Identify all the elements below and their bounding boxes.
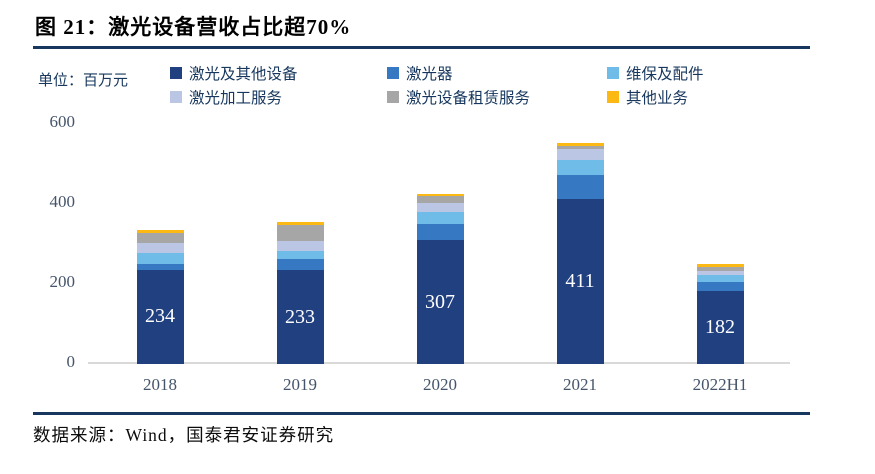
bar-segment: [696, 274, 744, 283]
bar-segment: [276, 224, 324, 242]
bar-segment: [696, 270, 744, 275]
bar-segment: [276, 241, 324, 251]
legend-label: 激光及其他设备: [189, 66, 298, 83]
legend-swatch: [607, 91, 619, 103]
title-divider: [33, 46, 810, 49]
legend-swatch: [607, 67, 619, 79]
bar-segment: [696, 282, 744, 291]
legend-label: 其他业务: [626, 90, 689, 107]
bar-2020: 307: [416, 193, 464, 364]
bar-2018: 234: [136, 229, 184, 364]
bar-segment: [136, 232, 184, 243]
legend-item-equipment-leasing: 激光设备租赁服务: [387, 85, 530, 109]
bar-value-label: 307: [425, 290, 455, 313]
unit-label: 单位：百万元: [38, 72, 129, 89]
bar-segment: [276, 250, 324, 260]
bar-segment: [136, 252, 184, 264]
bar-value-label: 234: [145, 305, 175, 328]
x-axis-label-2022H1: 2022H1: [692, 375, 748, 394]
bar-segment: 411: [556, 198, 604, 364]
bar-segment: 182: [696, 290, 744, 364]
x-axis-label-2018: 2018: [143, 375, 177, 394]
x-axis-label-2021: 2021: [563, 375, 597, 394]
legend-swatch: [387, 67, 399, 79]
bar-segment: 234: [136, 269, 184, 364]
bar-segment: [556, 159, 604, 176]
bar-segment: [556, 145, 604, 150]
bar-segment: [136, 242, 184, 253]
bar-value-label: 233: [285, 305, 315, 328]
footer-divider: [33, 412, 810, 415]
bar-segment: 233: [276, 270, 324, 364]
bar-value-label: 411: [565, 269, 595, 292]
legend-swatch: [170, 67, 182, 79]
y-axis-tick-400: 400: [49, 192, 76, 211]
legend-swatch: [170, 91, 182, 103]
bar-2022H1: 182: [696, 264, 744, 364]
bar-segment: [136, 229, 184, 233]
bar-segment: [556, 175, 604, 199]
bar-segment: [416, 223, 464, 241]
legend-label: 激光设备租赁服务: [406, 90, 531, 107]
bar-segment: [556, 149, 604, 160]
legend-item-lasers: 激光器: [387, 61, 453, 85]
y-axis-tick-600: 600: [49, 112, 76, 131]
figure-title: 图 21：激光设备营收占比超70%: [35, 15, 352, 39]
bar-2021: 411: [556, 142, 604, 364]
legend-swatch: [387, 91, 399, 103]
legend-item-laser-equipment: 激光及其他设备: [170, 61, 298, 85]
legend-item-laser-processing: 激光加工服务: [170, 85, 282, 109]
bar-segment: [556, 142, 604, 146]
x-axis-label-2020: 2020: [423, 375, 457, 394]
bar-segment: [416, 203, 464, 213]
bar-segment: [696, 267, 744, 271]
x-axis-label-2019: 2019: [283, 375, 317, 394]
bar-segment: [416, 196, 464, 204]
bar-segment: [276, 221, 324, 225]
y-axis-tick-0: 0: [66, 352, 76, 371]
bar-segment: [416, 212, 464, 224]
bar-segment: [696, 264, 744, 268]
bar-value-label: 182: [705, 315, 735, 338]
legend-label: 维保及配件: [626, 66, 704, 83]
bar-segment: [136, 263, 184, 270]
legend-item-other-business: 其他业务: [607, 85, 688, 109]
bar-segment: [276, 259, 324, 271]
legend-item-maintenance-parts: 维保及配件: [607, 61, 704, 85]
bar-segment: 307: [416, 240, 464, 364]
legend-label: 激光器: [406, 66, 453, 83]
y-axis-tick-200: 200: [49, 272, 76, 291]
bar-segment: [416, 193, 464, 197]
legend-label: 激光加工服务: [189, 90, 283, 107]
data-source: 数据来源：Wind，国泰君安证券研究: [33, 425, 335, 445]
bar-2019: 233: [276, 221, 324, 364]
